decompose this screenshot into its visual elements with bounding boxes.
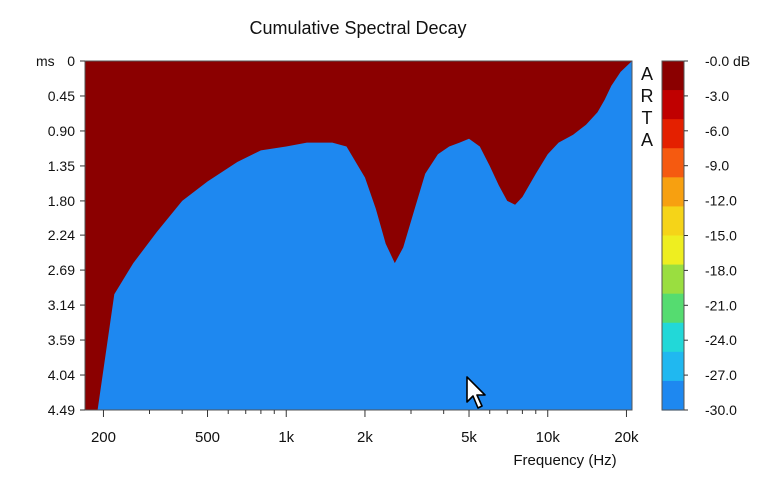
- y-tick-label: 0.90: [48, 123, 75, 139]
- colorbar-segment: [662, 90, 684, 120]
- y-tick-label: 0.45: [48, 88, 75, 104]
- y-tick-label: 0: [67, 53, 75, 69]
- colorbar-segment: [662, 351, 684, 382]
- watermark-letter: T: [642, 108, 653, 128]
- colorbar-segment: [662, 119, 684, 149]
- y-tick-label: 2.69: [48, 262, 75, 278]
- colorbar-label: -30.0: [705, 402, 737, 418]
- x-axis-label: Frequency (Hz): [513, 452, 616, 469]
- watermark-letter: A: [641, 64, 653, 84]
- colorbar-label: -24.0: [705, 332, 737, 348]
- x-tick-label: 1k: [278, 429, 294, 446]
- mouse-cursor-icon: [466, 376, 486, 409]
- colorbar-label: -21.0: [705, 297, 737, 313]
- colorbar-segment: [662, 61, 684, 91]
- x-tick-label: 20k: [614, 429, 639, 446]
- colorbar-label: -6.0: [705, 123, 729, 139]
- colorbar: -0.0 dB -3.0 -6.0 -9.0 -12.0 -15.0 -18.0 -21.0 -…: [661, 53, 750, 418]
- watermark-letter: R: [641, 86, 654, 106]
- y-tick-label: 3.14: [48, 297, 75, 313]
- y-tick-label: 1.80: [48, 193, 75, 209]
- colorbar-segment: [662, 380, 684, 411]
- colorbar-segment: [662, 235, 684, 266]
- peak-core-1: [502, 61, 537, 80]
- y-tick-label: 1.35: [48, 158, 75, 174]
- x-tick-label: 500: [195, 429, 220, 446]
- y-tick-label: 4.49: [48, 402, 75, 418]
- colorbar-segment: [662, 206, 684, 237]
- x-tick-label: 10k: [536, 429, 561, 446]
- colorbar-segment: [662, 322, 684, 353]
- y-tick-label: 3.59: [48, 332, 75, 348]
- y-axis-unit: ms: [36, 53, 55, 69]
- watermark-letter: A: [641, 130, 653, 150]
- colorbar-segment: [662, 148, 684, 178]
- colorbar-label: -27.0: [705, 367, 737, 383]
- chart-title: Cumulative Spectral Decay: [249, 18, 466, 38]
- y-axis: 0 0.45 0.90 1.35 1.80 2.24 2.69 3.14 3.59 4.04 4.4…: [48, 53, 85, 418]
- peak-core-0: [376, 61, 417, 79]
- x-tick-label: 200: [91, 429, 116, 446]
- colorbar-label: -3.0: [705, 88, 729, 104]
- x-axis: 200 500 1k 2k 5k 10k 20k: [91, 410, 639, 446]
- x-tick-label: 2k: [357, 429, 373, 446]
- y-tick-label: 2.24: [48, 227, 75, 243]
- colorbar-segment: [662, 264, 684, 295]
- heatmap-area: [85, 61, 632, 410]
- colorbar-label: -15.0: [705, 228, 737, 244]
- colorbar-label: -12.0: [705, 193, 737, 209]
- colorbar-label: -0.0 dB: [705, 53, 750, 69]
- colorbar-label: -18.0: [705, 262, 737, 278]
- decay-contour-level-10: [85, 61, 632, 410]
- x-tick-label: 5k: [461, 429, 477, 446]
- colorbar-segment: [662, 177, 684, 208]
- y-tick-label: 4.04: [48, 367, 75, 383]
- colorbar-label: -9.0: [705, 158, 729, 174]
- colorbar-segment: [662, 293, 684, 324]
